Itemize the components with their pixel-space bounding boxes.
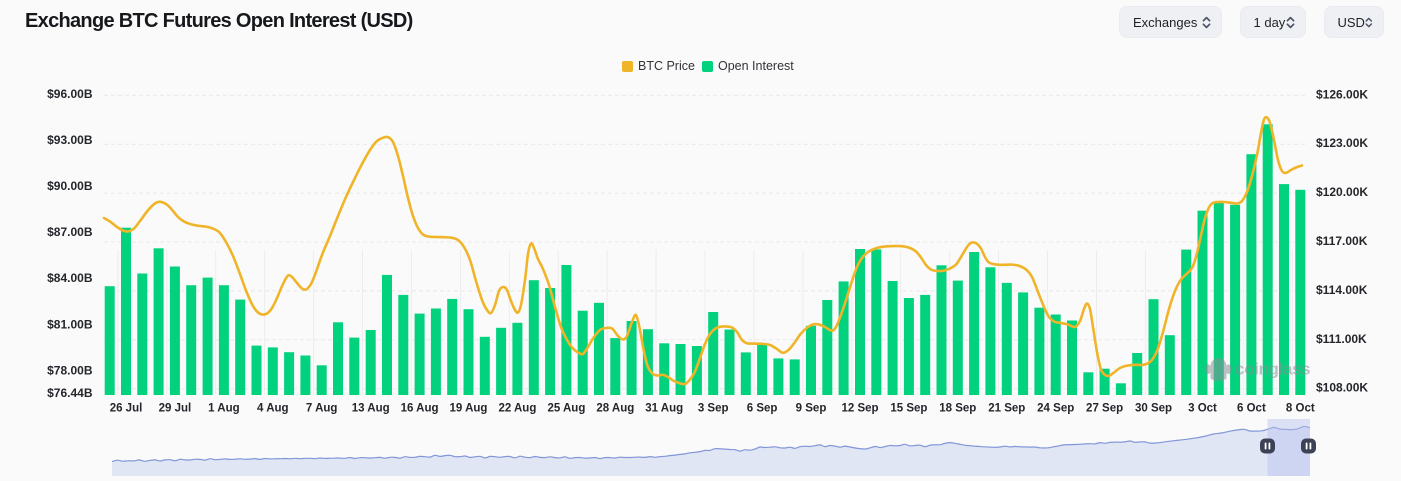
- svg-text:$81.00B: $81.00B: [47, 317, 93, 331]
- svg-text:$120.00K: $120.00K: [1316, 185, 1368, 199]
- svg-text:coinglass: coinglass: [1235, 360, 1310, 379]
- svg-text:30 Sep: 30 Sep: [1135, 403, 1172, 415]
- svg-text:12 Sep: 12 Sep: [841, 403, 878, 415]
- svg-text:$76.44B: $76.44B: [47, 386, 93, 400]
- svg-text:18 Sep: 18 Sep: [939, 403, 976, 415]
- svg-text:15 Sep: 15 Sep: [890, 403, 927, 415]
- svg-text:$96.00B: $96.00B: [47, 87, 93, 101]
- svg-text:3 Sep: 3 Sep: [698, 403, 729, 415]
- svg-text:21 Sep: 21 Sep: [988, 403, 1025, 415]
- svg-text:9 Sep: 9 Sep: [796, 403, 827, 415]
- svg-text:25 Aug: 25 Aug: [547, 403, 585, 415]
- svg-text:13 Aug: 13 Aug: [352, 403, 390, 415]
- svg-text:3 Oct: 3 Oct: [1188, 403, 1217, 415]
- svg-text:$117.00K: $117.00K: [1316, 234, 1368, 248]
- svg-text:$87.00B: $87.00B: [47, 225, 93, 239]
- svg-text:8 Oct: 8 Oct: [1286, 403, 1315, 415]
- svg-text:16 Aug: 16 Aug: [401, 403, 439, 415]
- svg-text:31 Aug: 31 Aug: [645, 403, 683, 415]
- svg-text:$123.00K: $123.00K: [1316, 136, 1368, 150]
- svg-text:$90.00B: $90.00B: [47, 179, 93, 193]
- svg-text:26 Jul: 26 Jul: [110, 403, 143, 415]
- svg-text:28 Aug: 28 Aug: [596, 403, 634, 415]
- svg-text:6 Oct: 6 Oct: [1237, 403, 1266, 415]
- svg-text:22 Aug: 22 Aug: [498, 403, 536, 415]
- svg-text:27 Sep: 27 Sep: [1086, 403, 1123, 415]
- svg-text:$114.00K: $114.00K: [1316, 283, 1368, 297]
- svg-text:29 Jul: 29 Jul: [159, 403, 192, 415]
- svg-text:1 Aug: 1 Aug: [208, 403, 240, 415]
- svg-text:$93.00B: $93.00B: [47, 133, 93, 147]
- svg-text:$126.00K: $126.00K: [1316, 87, 1368, 101]
- svg-text:6 Sep: 6 Sep: [747, 403, 778, 415]
- svg-text:19 Aug: 19 Aug: [450, 403, 488, 415]
- svg-text:7 Aug: 7 Aug: [306, 403, 338, 415]
- svg-text:$111.00K: $111.00K: [1316, 332, 1367, 346]
- svg-text:$84.00B: $84.00B: [47, 271, 93, 285]
- svg-text:$78.00B: $78.00B: [47, 363, 93, 377]
- svg-text:$108.00K: $108.00K: [1316, 381, 1368, 395]
- svg-text:4 Aug: 4 Aug: [257, 403, 289, 415]
- svg-text:24 Sep: 24 Sep: [1037, 403, 1074, 415]
